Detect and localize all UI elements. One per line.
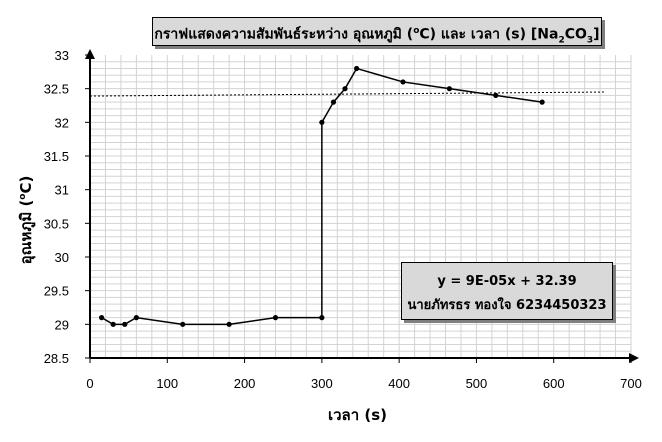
x-tick-label: 500 [466, 376, 488, 391]
x-tick-label: 0 [86, 376, 93, 391]
data-point [272, 315, 279, 321]
y-tick-label: 32.5 [44, 82, 69, 97]
x-tick-label: 100 [156, 376, 178, 391]
tick-labels: 0 100 200 300 400 500 600 700 28.5 29 29.5 30 30.5 31… [44, 48, 642, 391]
axes [85, 49, 639, 363]
y-tick-label: 31 [55, 183, 69, 198]
y-tick-label: 28.5 [44, 351, 69, 366]
y-tick-label: 29 [55, 317, 69, 332]
title-sub2: 3 [586, 35, 594, 46]
data-point [226, 321, 232, 327]
y-axis-title-suffix: C) [17, 175, 35, 194]
y-tick-label: 30.5 [44, 216, 69, 231]
trendline-annotation: y = 9E-05x + 32.39 นายภัทรธร ทองใจ 62344… [401, 262, 613, 320]
y-axis-degree-sup: o [18, 193, 28, 200]
x-axis-title: เวลา (s) [328, 406, 388, 424]
title-prefix: กราฟแสดงความสัมพันธ์ระหว่าง อุณหภูมิ ( [154, 26, 414, 43]
y-tick-label: 29.5 [44, 284, 69, 299]
y-tick-label: 30 [55, 250, 69, 265]
trendline-equation: y = 9E-05x + 32.39 [437, 274, 577, 289]
data-point [446, 86, 452, 92]
x-tick-label: 200 [234, 376, 256, 391]
y-axis-title: อุณหภูมิ (oC) [14, 176, 38, 265]
linear-trendline [89, 91, 604, 97]
y-axis-arrowhead [85, 49, 95, 59]
data-point [110, 321, 116, 327]
y-tick-label: 31.5 [44, 149, 69, 164]
title-mid2: CO [564, 26, 587, 43]
author-label: นายภัทรธร ทองใจ 6234450323 [407, 298, 607, 313]
title-degree-sup: o [413, 26, 420, 36]
data-point [400, 79, 406, 85]
chart-title: กราฟแสดงความสัมพันธ์ระหว่าง อุณหภูมิ (oC… [152, 17, 602, 46]
data-point [319, 119, 325, 125]
y-tick-label: 32 [55, 115, 69, 130]
title-sub1: 2 [558, 35, 565, 46]
y-axis-title-prefix: อุณหภูมิ ( [17, 199, 35, 265]
data-point [180, 321, 186, 327]
data-point [98, 315, 105, 321]
data-point [122, 321, 128, 327]
data-point [133, 315, 139, 321]
x-tick-label: 700 [620, 376, 642, 391]
x-tick-label: 300 [311, 376, 333, 391]
x-tick-label: 400 [388, 376, 410, 391]
data-point [493, 92, 499, 98]
x-tick-label: 600 [543, 376, 565, 391]
data-point [330, 99, 337, 105]
data-point [342, 86, 348, 92]
title-suffix: ] [593, 26, 600, 43]
series-line [101, 67, 543, 326]
data-point [319, 315, 325, 321]
title-mid1: C) และ เวลา (s) [Na [419, 26, 559, 43]
trendline [89, 91, 604, 97]
data-series [98, 65, 545, 327]
data-point [539, 99, 545, 105]
data-point [354, 65, 360, 72]
y-tick-label: 33 [55, 48, 69, 63]
